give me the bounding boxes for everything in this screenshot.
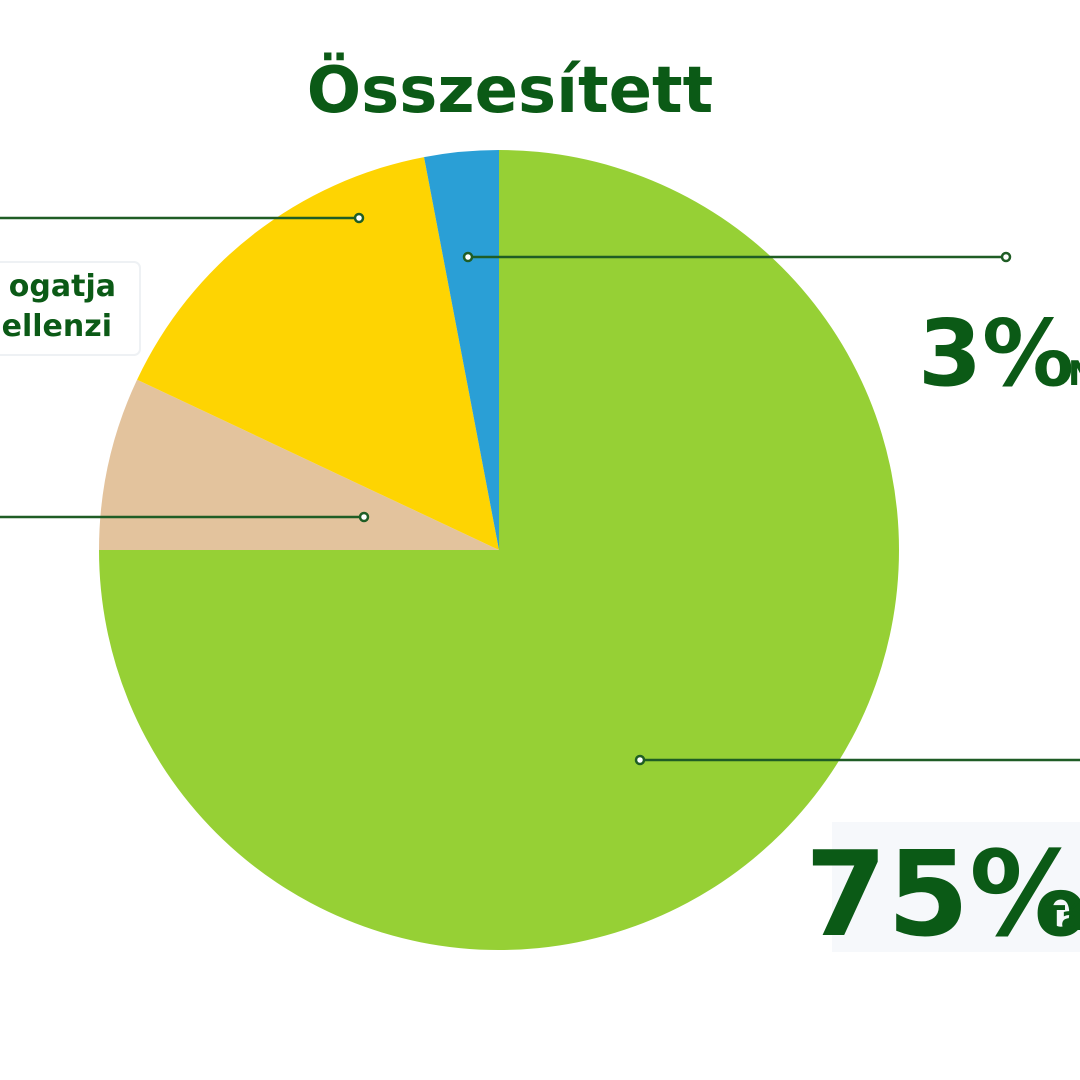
- label-box: [0, 261, 141, 356]
- annotation: ellenzi: [2, 309, 112, 344]
- pie: [99, 150, 899, 950]
- label-box: [832, 822, 1080, 952]
- category-label: Tá: [1042, 899, 1080, 939]
- leader-dot: [462, 251, 474, 263]
- chart-title: Összesített: [307, 52, 713, 128]
- annotation: ogatja: [9, 269, 116, 304]
- leader-dot: [358, 511, 370, 523]
- value-label: 3%: [918, 300, 1074, 407]
- pie-slice: [99, 379, 499, 550]
- pie-slice: [137, 157, 499, 551]
- leader-dot: [634, 754, 646, 766]
- category-label: N: [1068, 354, 1080, 394]
- leader-dot: [1000, 251, 1012, 263]
- leader-dot: [353, 212, 365, 224]
- pie-slice: [424, 150, 499, 550]
- value-label: 75%: [805, 825, 1080, 963]
